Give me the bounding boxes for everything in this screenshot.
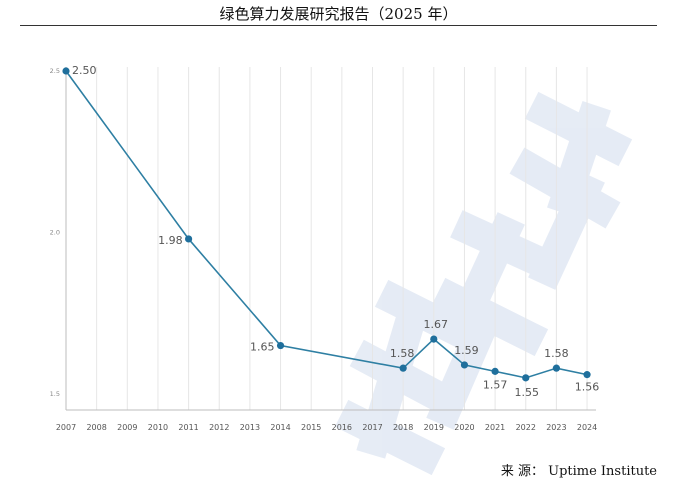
x-tick-label-2024: 2024	[577, 423, 597, 432]
data-point-2014	[276, 341, 285, 350]
report-title: 绿色算力发展研究报告（2025 年）	[219, 5, 458, 23]
x-tick-label-2009: 2009	[117, 423, 137, 432]
data-point-2022	[522, 374, 530, 382]
data-label-2007: 2.50	[72, 64, 97, 77]
x-tick-label-2008: 2008	[86, 423, 106, 432]
x-tick-label-2013: 2013	[240, 423, 260, 432]
x-tick-label-2019: 2019	[424, 423, 444, 432]
x-tick-label-2010: 2010	[148, 423, 168, 432]
x-tick-label-2014: 2014	[270, 423, 290, 432]
x-tick-label-2021: 2021	[485, 423, 505, 432]
data-point-2024	[583, 371, 591, 379]
x-tick-label-2023: 2023	[546, 423, 566, 432]
source-value: Uptime Institute	[548, 464, 657, 479]
source-note: 来 源： Uptime Institute	[501, 460, 657, 479]
x-tick-label-2020: 2020	[454, 423, 474, 432]
data-point-2023	[552, 364, 561, 372]
y-tick-label: 2.0	[50, 229, 60, 237]
x-tick-label-2022: 2022	[516, 423, 536, 432]
data-label-2020: 1.59	[454, 344, 479, 357]
x-tick-label-2007: 2007	[56, 423, 76, 432]
data-point-2011	[185, 235, 193, 243]
report-header: 绿色算力发展研究报告（2025 年）	[0, 0, 677, 26]
data-label-2019: 1.67	[424, 318, 449, 331]
data-point-2019	[430, 335, 438, 343]
x-tick-label-2011: 2011	[178, 423, 198, 432]
data-label-2018: 1.58	[390, 347, 415, 360]
y-tick-label: 2.5	[50, 67, 60, 75]
data-label-2014: 1.65	[250, 341, 275, 354]
x-tick-label-2012: 2012	[209, 423, 229, 432]
data-point-2020	[460, 361, 469, 369]
data-label-2021: 1.57	[483, 378, 508, 391]
x-tick-label-2018: 2018	[393, 423, 413, 432]
data-point-2021	[491, 367, 499, 375]
data-label-2022: 1.55	[515, 386, 540, 399]
y-tick-label: 1.5	[50, 390, 60, 398]
data-point-2018	[399, 364, 407, 372]
data-label-2024: 1.56	[575, 381, 600, 394]
series-line	[65, 70, 588, 379]
x-tick-label-2016: 2016	[332, 423, 352, 432]
data-label-2023: 1.58	[544, 347, 569, 360]
x-tick-label-2017: 2017	[362, 423, 382, 432]
data-label-2011: 1.98	[158, 234, 183, 247]
header-rule	[20, 25, 657, 26]
data-point-2007	[62, 67, 70, 75]
x-tick-label-2015: 2015	[301, 423, 321, 432]
source-label: 来 源：	[500, 464, 544, 479]
